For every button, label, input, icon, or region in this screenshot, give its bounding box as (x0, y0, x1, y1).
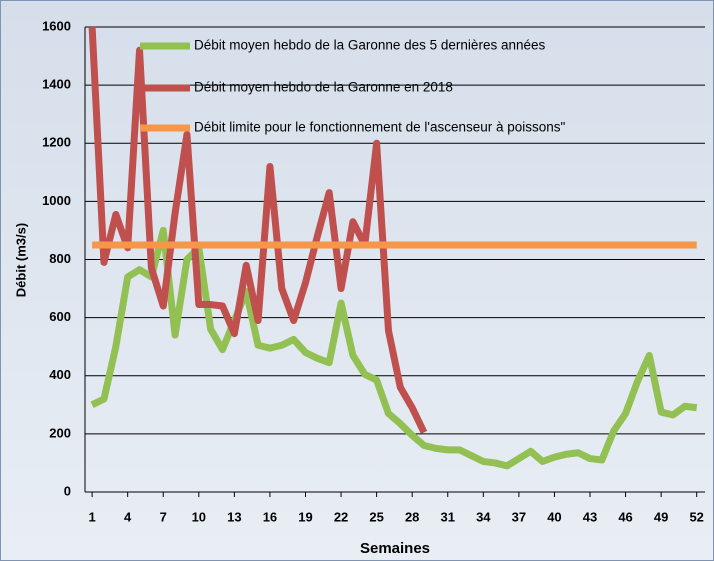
x-tick-label: 19 (298, 509, 312, 524)
y-tick-label: 1400 (42, 77, 71, 92)
legend-label: Débit moyen hebdo de la Garonne en 2018 (194, 80, 453, 95)
x-tick-label: 10 (192, 509, 206, 524)
x-tick-label: 28 (405, 509, 419, 524)
x-tick-label: 22 (334, 509, 348, 524)
legend-label: Débit limite pour le fonctionnement de l… (194, 120, 566, 135)
x-tick-label: 16 (263, 509, 277, 524)
x-tick-label: 31 (441, 509, 455, 524)
y-tick-label: 0 (64, 483, 71, 498)
y-tick-label: 400 (49, 367, 71, 382)
x-tick-label: 37 (512, 509, 526, 524)
y-tick-label: 1600 (42, 18, 71, 33)
y-tick-label: 800 (49, 251, 71, 266)
series-line (88, 26, 428, 434)
x-tick-label: 7 (160, 509, 167, 524)
y-tick-label: 1000 (42, 193, 71, 208)
y-axis-label: Débit (m3/s) (13, 223, 28, 297)
x-tick-label: 13 (227, 509, 241, 524)
legend-label: Débit moyen hebdo de la Garonne des 5 de… (194, 38, 545, 53)
x-tick-label: 1 (88, 509, 95, 524)
x-tick-label: 52 (689, 509, 703, 524)
x-tick-label: 25 (369, 509, 383, 524)
x-tick-label: 4 (124, 509, 132, 524)
x-tick-label: 43 (583, 509, 597, 524)
x-tick-label: 49 (654, 509, 668, 524)
y-tick-label: 1200 (42, 135, 71, 150)
y-tick-label: 200 (49, 425, 71, 440)
x-tick-label: 46 (618, 509, 632, 524)
y-tick-label: 600 (49, 309, 71, 324)
x-axis-label: Semaines (360, 540, 430, 557)
x-tick-label: 40 (547, 509, 561, 524)
x-tick-label: 34 (476, 509, 491, 524)
